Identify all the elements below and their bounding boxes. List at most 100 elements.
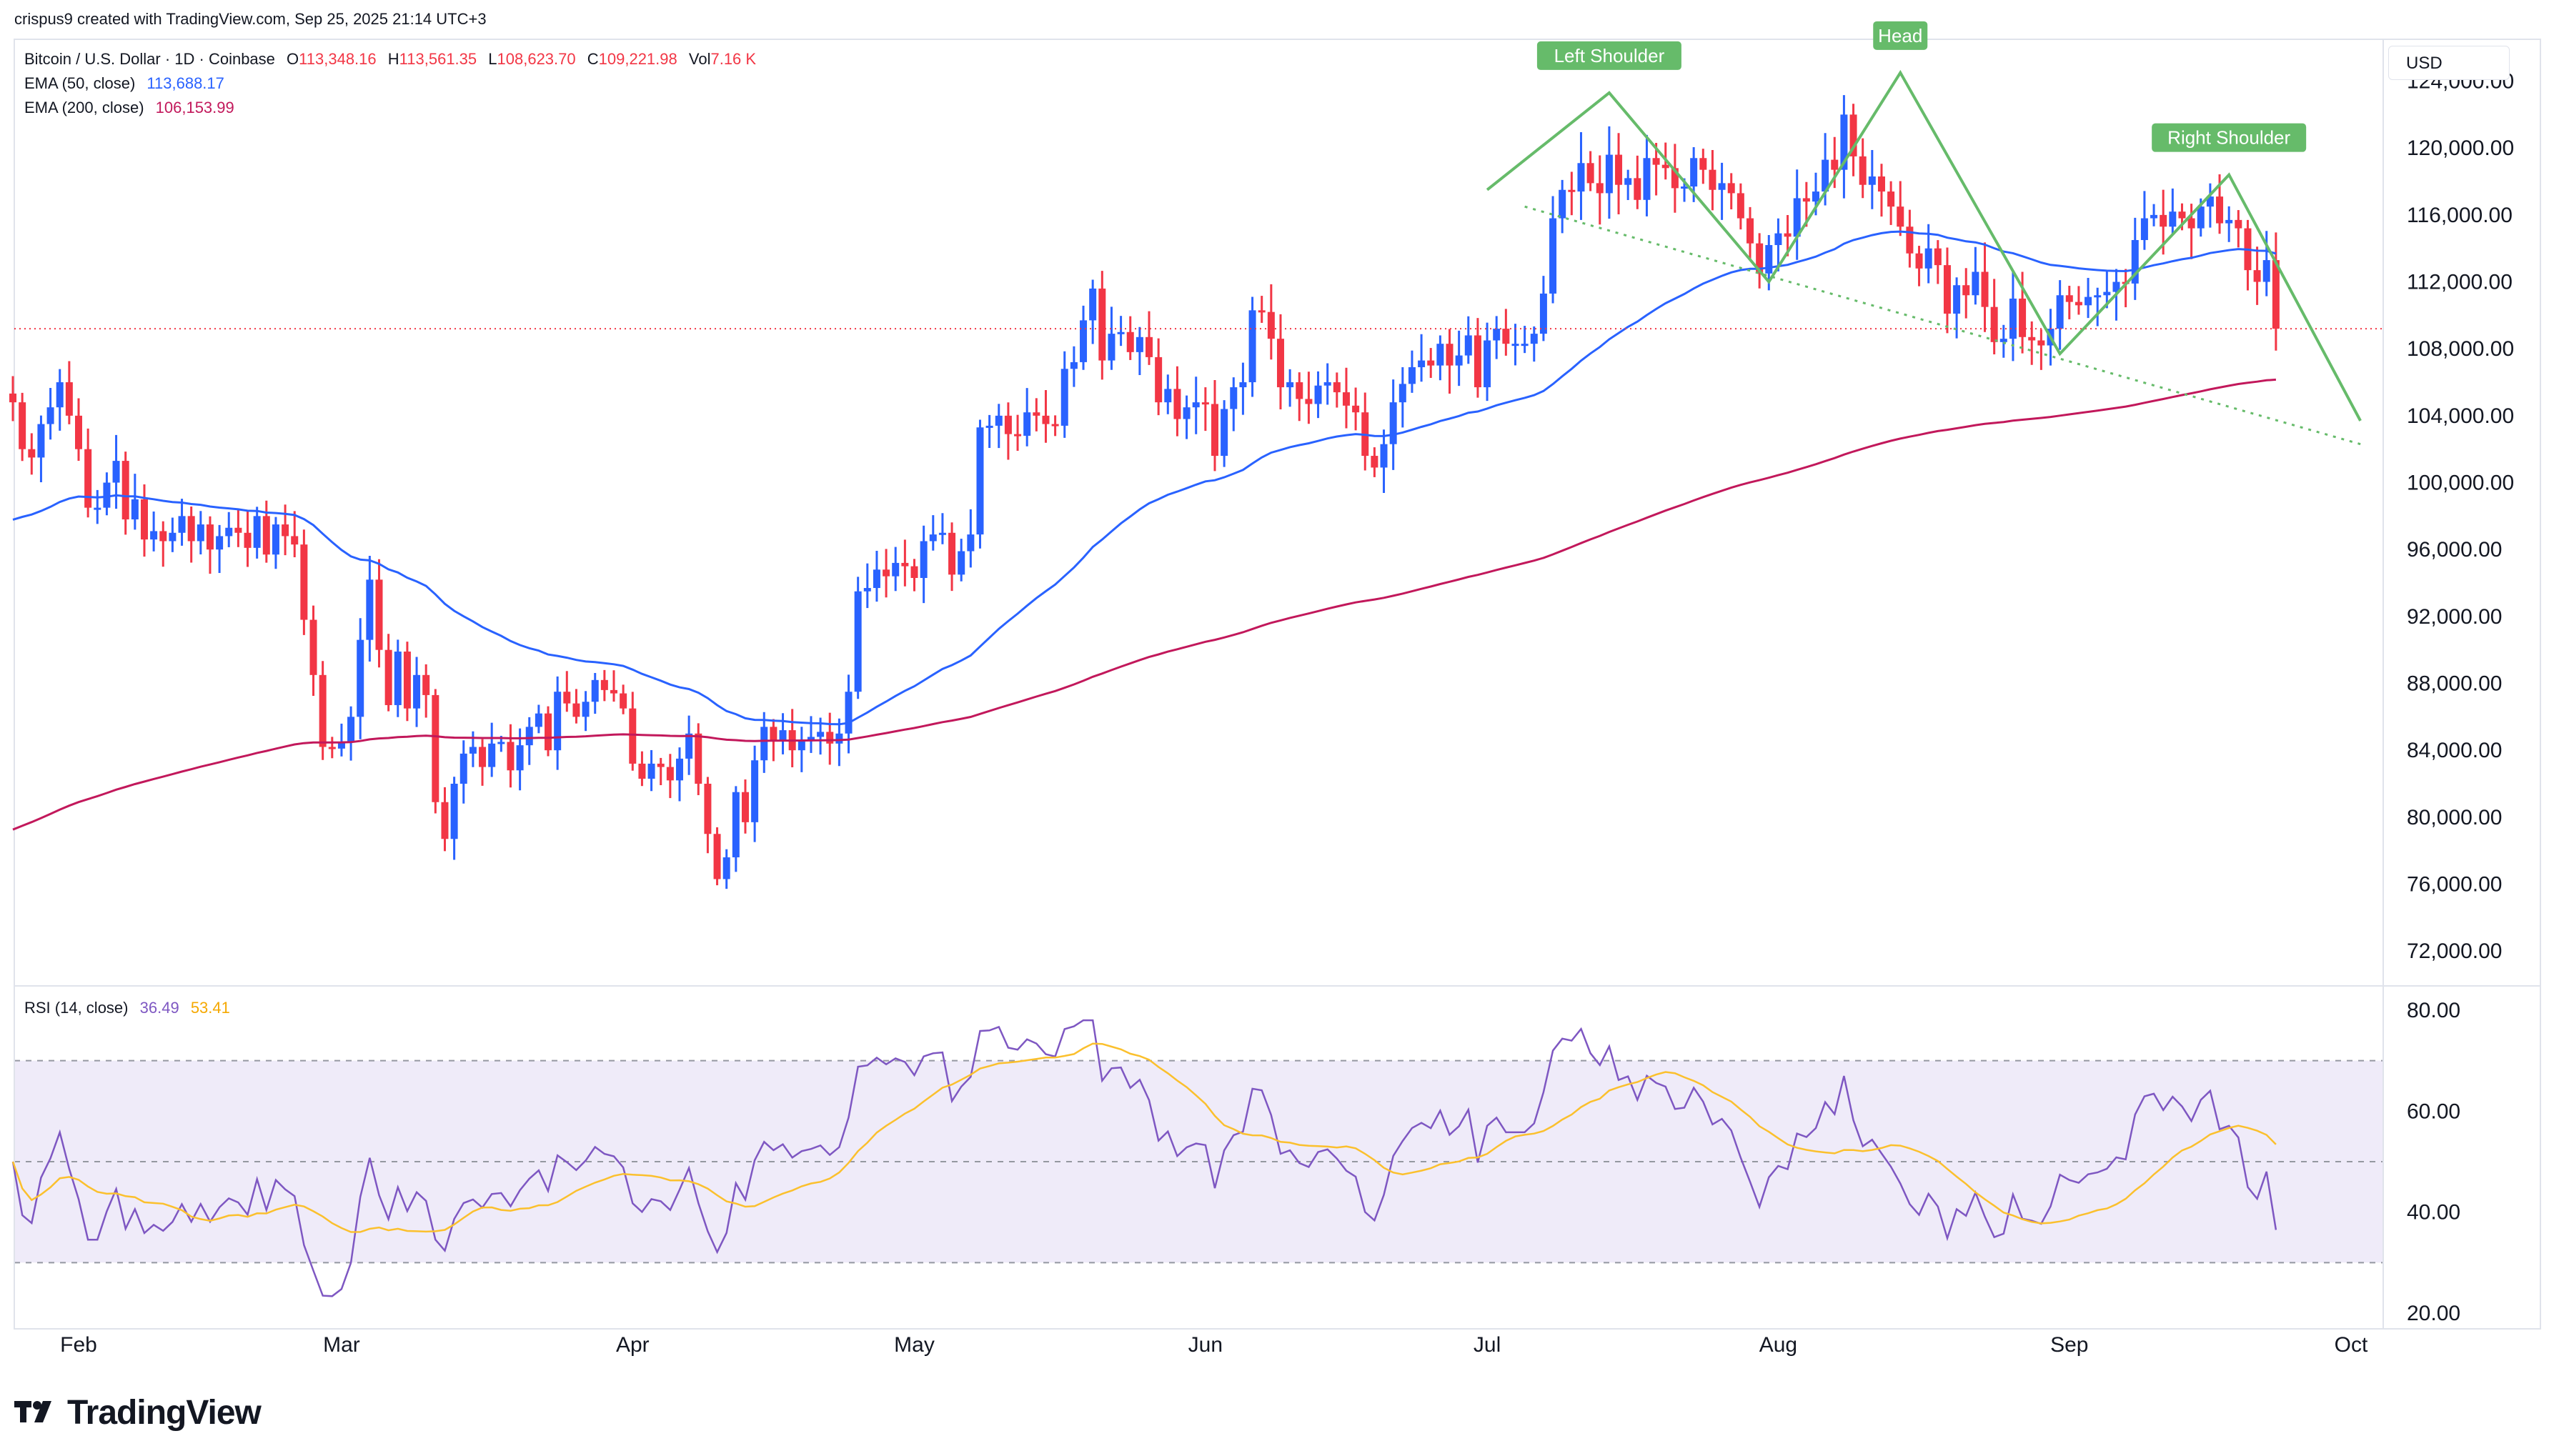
candle [845, 674, 853, 754]
candle [1605, 126, 1613, 219]
symbol-legend: Bitcoin / U.S. Dollar · 1D · Coinbase O1… [24, 50, 763, 69]
candle-body [19, 402, 26, 449]
candle [2262, 231, 2270, 296]
candle-body [1634, 178, 1641, 200]
ema200-legend: EMA (200, close) 106,153.99 [24, 99, 242, 117]
currency-selector[interactable]: USD [2388, 46, 2510, 80]
candle [319, 661, 327, 760]
candle [1296, 372, 1303, 422]
candle [976, 419, 984, 549]
candle-body [1615, 154, 1623, 185]
candle [1699, 149, 1707, 184]
candle [394, 639, 402, 717]
candle-body [1502, 329, 1510, 344]
candle [1999, 324, 2007, 358]
candle-body [328, 747, 336, 749]
price-tick-label: 76,000.00 [2407, 873, 2502, 897]
candle [197, 511, 204, 555]
candle-body [1652, 158, 1660, 165]
candle-body [1699, 158, 1707, 170]
candle-body [647, 763, 655, 779]
candle-body [2019, 298, 2027, 337]
candle-body [1060, 369, 1068, 426]
price-tick-label: 92,000.00 [2407, 605, 2502, 629]
candle-body [892, 562, 900, 577]
candle-body [1239, 382, 1247, 388]
candle-body [1493, 329, 1501, 341]
candle [629, 692, 637, 771]
candle [1793, 169, 1801, 260]
candle-body [1690, 158, 1698, 187]
candle [572, 689, 580, 724]
candle [1230, 377, 1238, 432]
pattern-label: Left Shoulder [1554, 45, 1665, 66]
candle-body [131, 499, 139, 520]
candle-body [450, 784, 458, 839]
candle [1014, 414, 1022, 452]
candle [1887, 181, 1895, 225]
tradingview-logo[interactable]: TradingView [14, 1393, 262, 1432]
candle [422, 664, 430, 718]
candle-body [1756, 243, 1764, 274]
candle [1559, 179, 1566, 234]
rsi-band-layer [14, 1059, 2383, 1264]
neckline [1524, 205, 2361, 446]
candle-body [1972, 271, 1979, 296]
candle-body [835, 733, 843, 744]
candle-body [187, 516, 195, 542]
candle-body [1248, 310, 1256, 383]
candle [854, 577, 862, 699]
candle-body [394, 652, 402, 705]
candle [2131, 217, 2139, 300]
candle-body [1126, 331, 1134, 352]
candle-body [1999, 339, 2007, 342]
candle [9, 376, 17, 422]
candle [19, 392, 26, 462]
candle [1446, 329, 1454, 394]
candle-body [1990, 306, 1998, 342]
candle-body [1661, 164, 1669, 169]
candle [883, 549, 890, 598]
candle [1033, 398, 1040, 432]
candle [1146, 311, 1153, 365]
candle [967, 509, 975, 568]
candle-body [1418, 360, 1426, 367]
candle-body [1305, 399, 1313, 404]
candle [1596, 155, 1604, 225]
candle [779, 713, 787, 754]
rsi-tick-label: 60.00 [2407, 1100, 2460, 1123]
candle-body [366, 579, 374, 640]
candle-body [516, 745, 524, 771]
candle-body [357, 639, 364, 717]
candle-body [2262, 260, 2270, 282]
candle [554, 676, 562, 770]
candle [178, 499, 186, 546]
candle [863, 563, 871, 609]
candle [2150, 204, 2158, 226]
candle-body [1943, 265, 1951, 314]
ema200-label: EMA (200, close) [24, 99, 144, 116]
candle [713, 827, 721, 886]
candle-body [225, 527, 233, 537]
candle-body [1173, 389, 1181, 419]
candle [985, 414, 993, 449]
candle-body [1793, 198, 1801, 237]
price-tick-label: 72,000.00 [2407, 939, 2502, 963]
candle [131, 474, 139, 530]
candle [535, 704, 542, 734]
candle [2103, 270, 2111, 309]
candle [1389, 379, 1397, 470]
candle-body [920, 541, 928, 578]
candle-body [1464, 335, 1472, 356]
candle [732, 786, 740, 872]
candle [2272, 232, 2280, 351]
candle-body [1380, 444, 1388, 468]
candle [2037, 329, 2045, 370]
candle [2169, 188, 2177, 235]
candle-body [1004, 415, 1012, 434]
candle-body [178, 516, 186, 533]
candle-body [2131, 239, 2139, 284]
candle [826, 712, 834, 765]
candle-body [1371, 456, 1378, 468]
